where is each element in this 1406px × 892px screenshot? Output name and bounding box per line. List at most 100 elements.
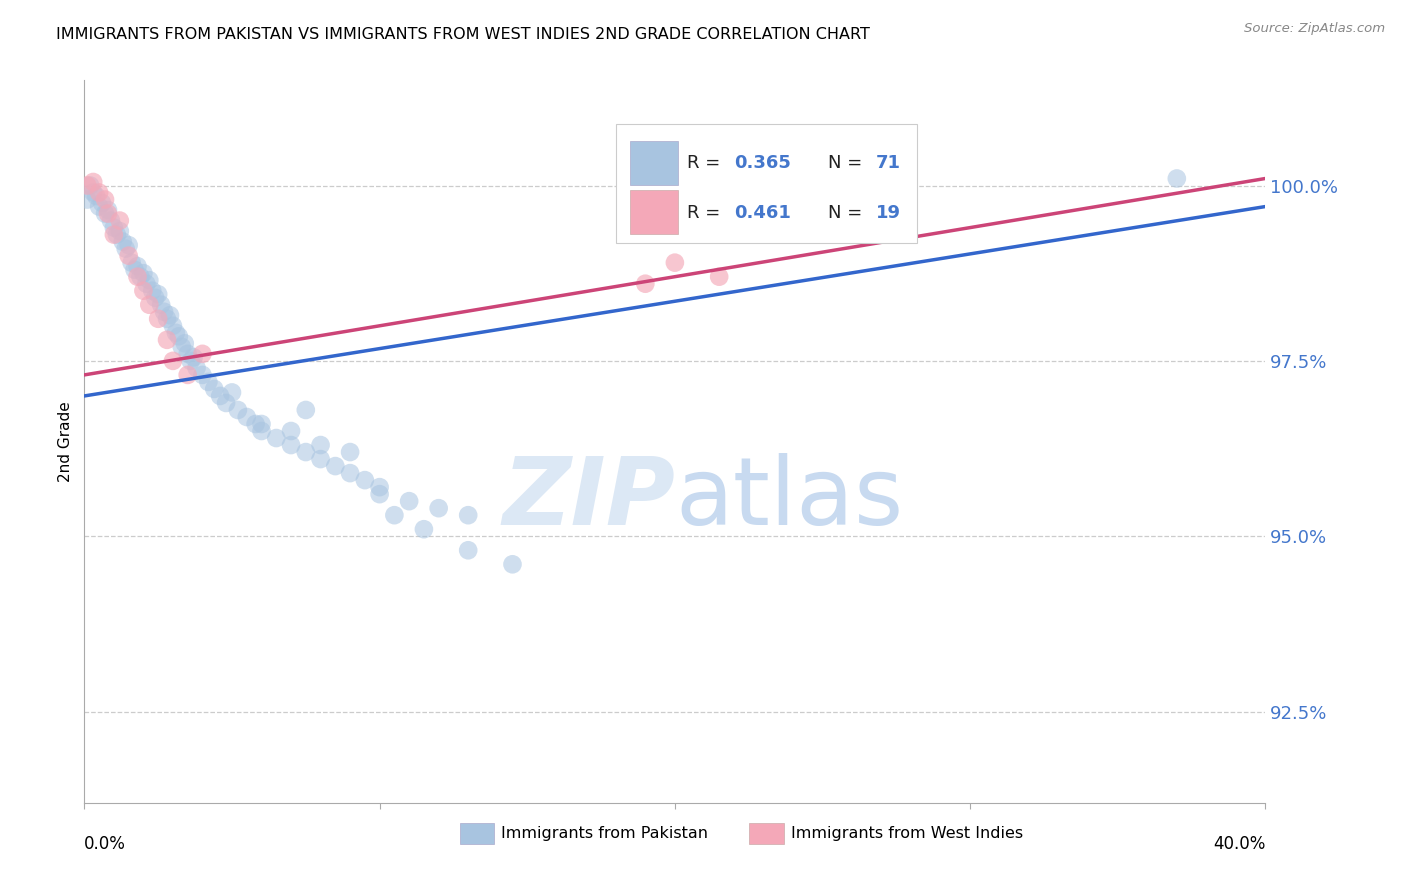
Point [215, 396, 238, 410]
Point [309, 438, 332, 452]
Point [427, 501, 450, 516]
Point [280, 438, 302, 452]
Point [280, 424, 302, 438]
Point [79, 178, 101, 193]
Text: 0.0%: 0.0% [84, 835, 127, 854]
Text: Immigrants from Pakistan: Immigrants from Pakistan [502, 826, 709, 840]
Point [129, 269, 152, 284]
Y-axis label: 2nd Grade: 2nd Grade [58, 401, 73, 482]
Point [221, 385, 243, 400]
Point [457, 508, 479, 523]
Point [325, 459, 347, 474]
Point [354, 473, 377, 487]
Point [143, 291, 166, 305]
FancyBboxPatch shape [630, 190, 679, 235]
Point [127, 259, 149, 273]
Text: 71: 71 [876, 154, 901, 172]
Point [132, 284, 155, 298]
Point [94, 193, 117, 207]
FancyBboxPatch shape [749, 823, 783, 844]
Point [177, 368, 200, 382]
Point [339, 466, 361, 480]
Point [135, 277, 157, 291]
Point [114, 242, 136, 256]
Point [186, 360, 208, 375]
Point [191, 368, 214, 382]
Point [159, 308, 181, 322]
Point [202, 382, 225, 396]
Point [226, 403, 249, 417]
Point [398, 494, 420, 508]
Text: Immigrants from West Indies: Immigrants from West Indies [790, 826, 1022, 840]
Point [245, 417, 267, 431]
FancyBboxPatch shape [616, 124, 917, 243]
Point [162, 318, 184, 333]
Point [124, 262, 146, 277]
Point [191, 347, 214, 361]
Point [457, 543, 479, 558]
Point [103, 220, 125, 235]
Point [97, 202, 120, 217]
Point [266, 431, 288, 445]
Point [180, 354, 202, 368]
Point [177, 347, 200, 361]
Point [413, 522, 436, 536]
Text: R =: R = [686, 203, 725, 221]
Point [87, 186, 111, 200]
Point [121, 255, 143, 269]
Point [167, 329, 190, 343]
FancyBboxPatch shape [630, 141, 679, 185]
Point [87, 200, 111, 214]
Point [183, 351, 205, 365]
Point [94, 206, 117, 220]
Text: Source: ZipAtlas.com: Source: ZipAtlas.com [1244, 22, 1385, 36]
Point [76, 193, 98, 207]
Point [709, 269, 731, 284]
Point [82, 175, 104, 189]
Point [103, 227, 125, 242]
Text: R =: R = [686, 154, 725, 172]
Point [138, 298, 160, 312]
Point [138, 273, 160, 287]
Text: N =: N = [828, 203, 869, 221]
Point [236, 409, 259, 424]
Point [295, 445, 318, 459]
Point [634, 277, 657, 291]
Point [162, 354, 184, 368]
Point [141, 284, 163, 298]
Point [148, 287, 170, 301]
Point [148, 311, 170, 326]
Point [170, 340, 193, 354]
Point [105, 227, 128, 242]
Text: atlas: atlas [675, 453, 903, 545]
Point [368, 480, 391, 494]
Point [82, 186, 104, 200]
Point [118, 249, 141, 263]
Text: 19: 19 [876, 203, 901, 221]
Point [153, 305, 176, 319]
Text: IMMIGRANTS FROM PAKISTAN VS IMMIGRANTS FROM WEST INDIES 2ND GRADE CORRELATION CH: IMMIGRANTS FROM PAKISTAN VS IMMIGRANTS F… [56, 27, 870, 42]
Point [127, 269, 149, 284]
Point [165, 326, 187, 340]
Point [295, 403, 318, 417]
Point [156, 311, 179, 326]
Point [150, 298, 173, 312]
Point [209, 389, 232, 403]
Point [1166, 171, 1188, 186]
Point [309, 452, 332, 467]
Point [382, 508, 406, 523]
Point [156, 333, 179, 347]
Point [111, 235, 134, 249]
Point [108, 213, 131, 227]
Text: ZIP: ZIP [502, 453, 675, 545]
Text: 0.365: 0.365 [734, 154, 790, 172]
Text: N =: N = [828, 154, 869, 172]
Point [339, 445, 361, 459]
Point [173, 336, 195, 351]
Point [132, 266, 155, 280]
Point [100, 213, 122, 227]
Text: 40.0%: 40.0% [1213, 835, 1265, 854]
Point [197, 375, 219, 389]
FancyBboxPatch shape [460, 823, 494, 844]
Point [250, 417, 273, 431]
